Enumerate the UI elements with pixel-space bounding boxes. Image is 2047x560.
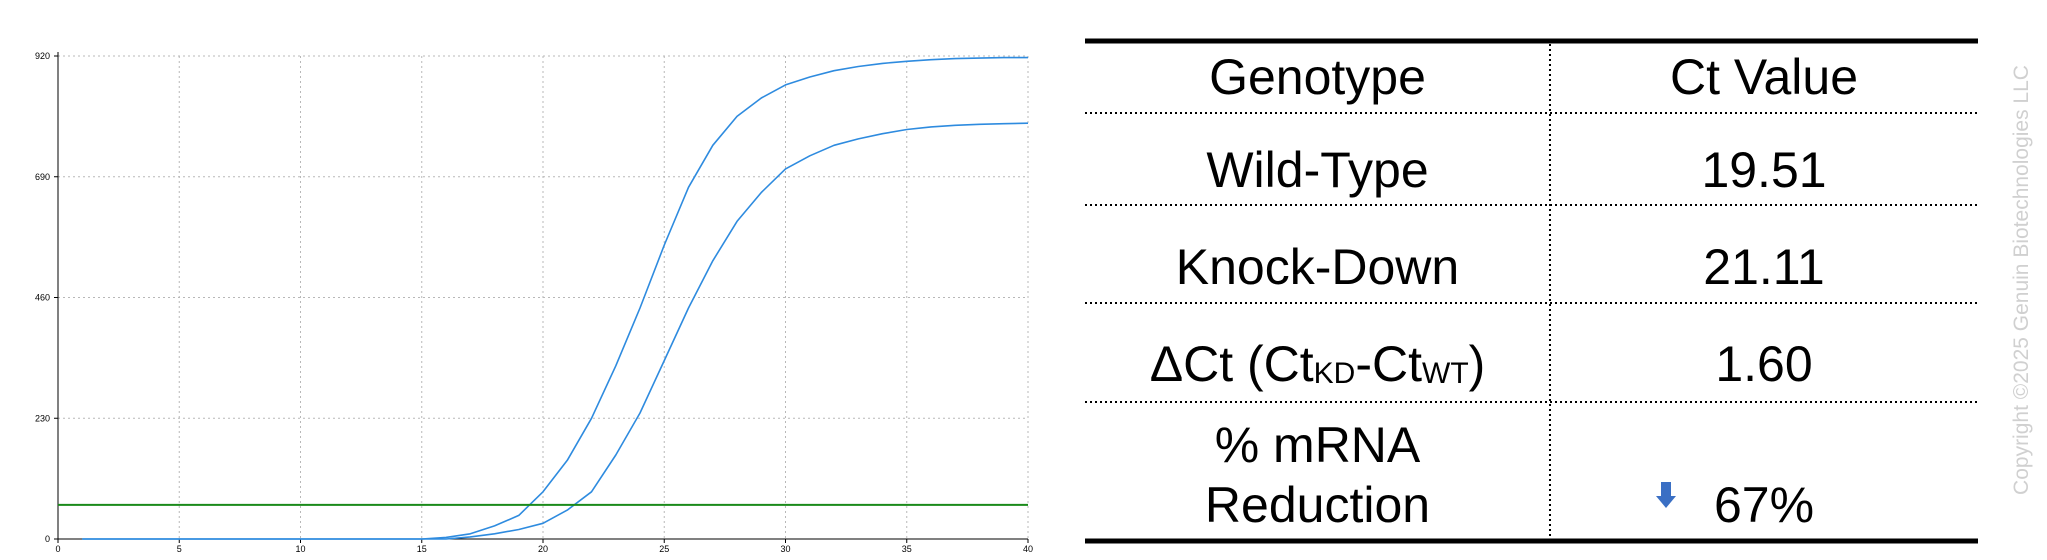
header-ct-value: Ct Value (1669, 49, 1859, 105)
chart-tick-labels: 0 5 10 15 20 25 30 35 40 0 230 460 690 920 (35, 51, 1033, 554)
results-table: Genotype Ct Value Wild-Type 19.51 Knock-… (1085, 38, 1980, 546)
row-value-delta-ct: 1.60 (1715, 336, 1813, 392)
x-tick-label: 5 (177, 544, 182, 554)
x-tick-label: 25 (659, 544, 669, 554)
y-tick-label: 920 (35, 51, 50, 61)
x-tick-label: 40 (1023, 544, 1033, 554)
x-tick-label: 10 (295, 544, 305, 554)
amplification-curve (82, 122, 1029, 540)
row-label-delta-ct: ΔCt (CtKD-CtWT) (1149, 336, 1486, 392)
row-value-wild-type: 19.51 (1701, 142, 1827, 198)
row-value-knock-down: 21.11 (1703, 239, 1825, 295)
copyright-text: Copyright ©2025 Genuin Biotechnologies L… (2010, 65, 2033, 495)
amplification-curve (82, 56, 1028, 540)
x-tick-label: 15 (417, 544, 427, 554)
y-tick-label: 230 (35, 413, 50, 423)
chart-grid (58, 55, 1029, 539)
y-tick-label: 460 (35, 293, 50, 303)
row-label-knock-down: Knock-Down (1175, 239, 1460, 295)
x-tick-label: 30 (780, 544, 790, 554)
row-value-mrna-reduction: 67% (1713, 477, 1815, 533)
row-label-mrna-reduction-line1: % mRNA (1214, 417, 1421, 473)
y-tick-label: 690 (35, 172, 50, 182)
down-arrow-icon (1656, 482, 1676, 508)
row-label-mrna-reduction-line2: Reduction (1204, 477, 1431, 533)
table-rules (1085, 38, 1978, 544)
chart-series (58, 56, 1029, 540)
x-tick-label: 20 (538, 544, 548, 554)
chart-axes (54, 52, 1029, 543)
x-tick-label: 35 (902, 544, 912, 554)
row-label-wild-type: Wild-Type (1206, 142, 1429, 198)
header-genotype: Genotype (1209, 49, 1426, 105)
amplification-chart: 0 5 10 15 20 25 30 35 40 0 230 460 690 920 (35, 51, 1033, 554)
x-tick-label: 0 (55, 544, 60, 554)
y-tick-label: 0 (45, 534, 50, 544)
